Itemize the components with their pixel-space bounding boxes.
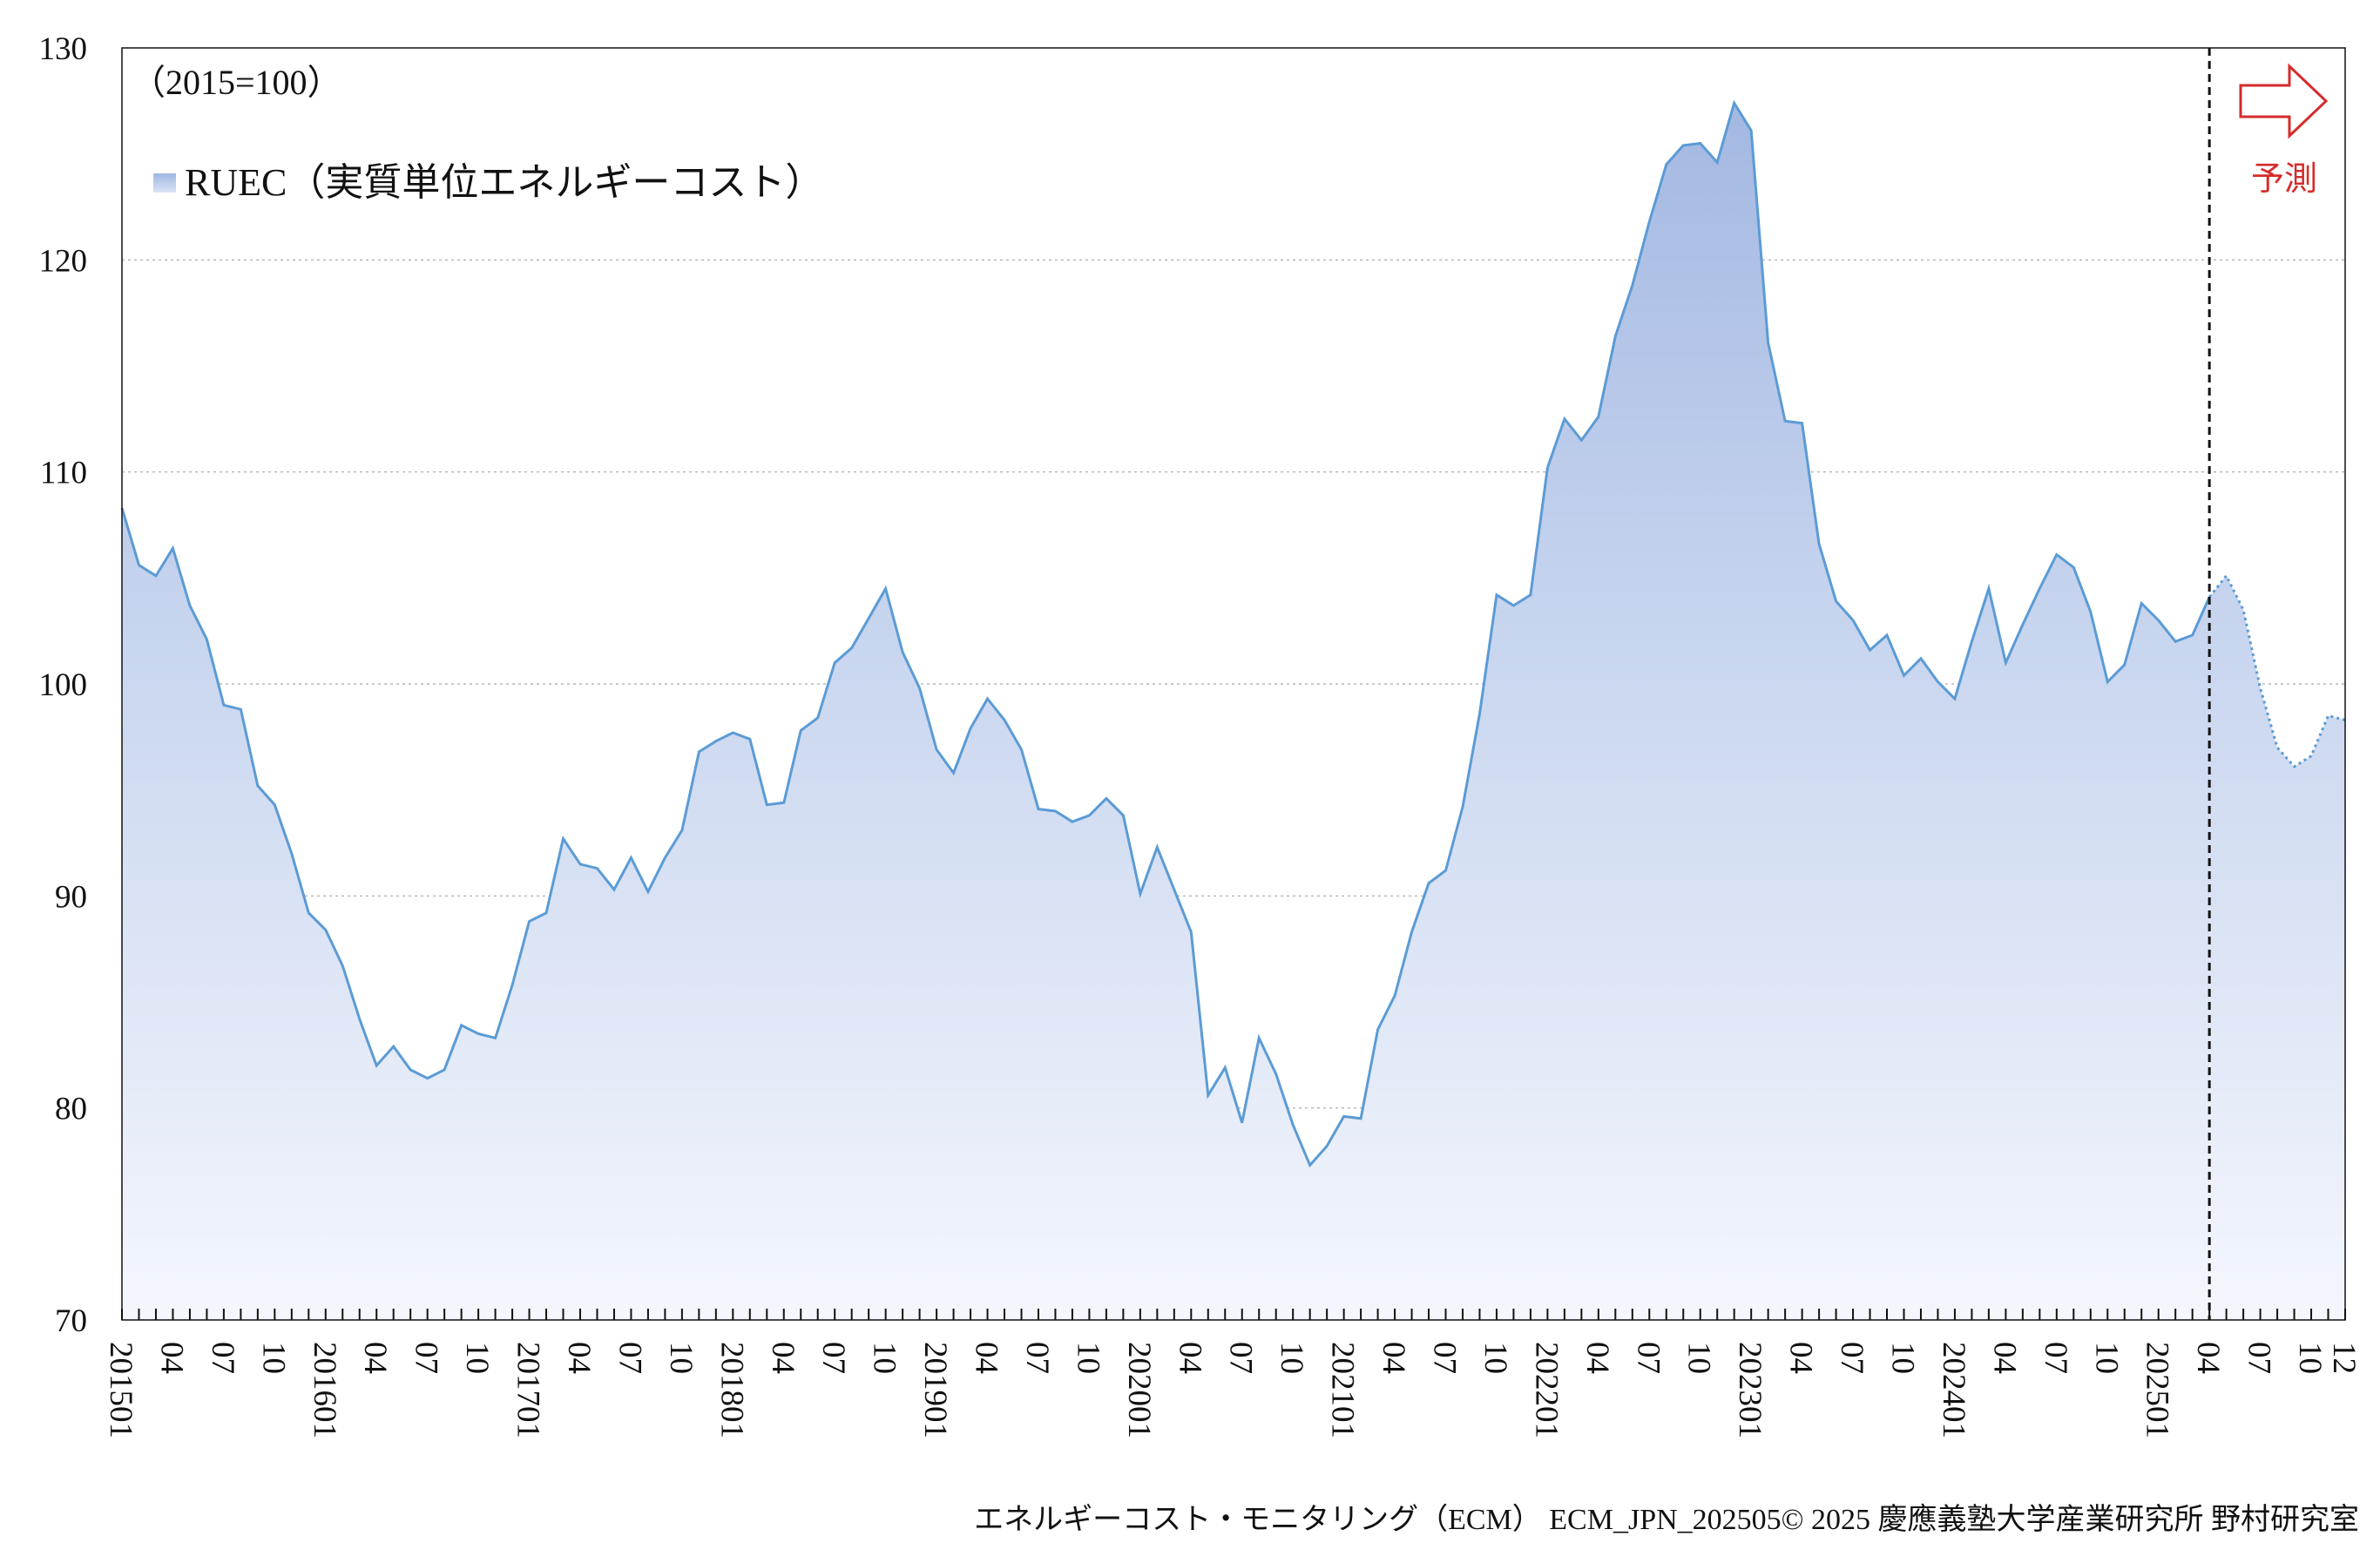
x-tick-label: 04 bbox=[1986, 1342, 2022, 1374]
plot-frame bbox=[121, 47, 2346, 1321]
y-axis-tick-labels: 70 80 90 100 110 120 130 bbox=[39, 31, 88, 1339]
y-tick-label-110: 110 bbox=[40, 456, 87, 491]
x-tick-label: 07 bbox=[815, 1342, 851, 1374]
legend-label: RUEC（実質単位エネルギーコスト） bbox=[185, 161, 823, 204]
x-tick-label: 07 bbox=[2038, 1342, 2073, 1374]
x-tick-label: 07 bbox=[1427, 1342, 1463, 1374]
y-tick-label-100: 100 bbox=[39, 667, 88, 703]
x-axis-ticks bbox=[121, 1309, 2346, 1320]
x-tick-label: 04 bbox=[1172, 1342, 1207, 1374]
x-tick-label: 10 bbox=[1274, 1342, 1309, 1374]
legend-swatch bbox=[153, 173, 176, 193]
x-tick-label: 202401 bbox=[1936, 1342, 1971, 1438]
x-tick-label: 202201 bbox=[1528, 1342, 1564, 1438]
x-tick-label: 04 bbox=[1376, 1342, 1411, 1374]
x-tick-label: 04 bbox=[561, 1342, 597, 1374]
x-tick-label: 10 bbox=[1884, 1342, 1920, 1374]
x-tick-label: 202501 bbox=[2140, 1342, 2175, 1438]
ruec-line-forecast bbox=[2208, 573, 2346, 768]
x-tick-label: 10 bbox=[255, 1342, 291, 1374]
x-tick-label: 202101 bbox=[1325, 1342, 1361, 1438]
legend: RUEC（実質単位エネルギーコスト） bbox=[153, 161, 823, 204]
x-tick-label: 07 bbox=[612, 1342, 647, 1374]
x-tick-label: 04 bbox=[357, 1342, 393, 1374]
ruec-area bbox=[122, 103, 2345, 1320]
x-tick-label: 201701 bbox=[510, 1342, 546, 1438]
x-tick-label: 07 bbox=[205, 1342, 240, 1374]
forecast-marker: 予測 bbox=[2239, 63, 2329, 198]
x-tick-label: 10 bbox=[1070, 1342, 1105, 1374]
x-tick-label: 10 bbox=[1477, 1342, 1513, 1374]
y-tick-label-90: 90 bbox=[55, 879, 87, 915]
x-tick-label: 10 bbox=[867, 1342, 903, 1374]
x-tick-label: 202301 bbox=[1732, 1342, 1768, 1438]
x-axis-tick-labels: 201501 04 07 10 201601 04 07 10 201701 04 07 10 2018… bbox=[103, 1342, 2362, 1438]
x-tick-label: 07 bbox=[1223, 1342, 1259, 1374]
x-tick-label: 04 bbox=[153, 1342, 189, 1374]
x-tick-label: 04 bbox=[2190, 1342, 2226, 1374]
x-tick-label: 07 bbox=[2241, 1342, 2277, 1374]
ruec-line-actual bbox=[120, 99, 2211, 1168]
x-tick-label: 10 bbox=[459, 1342, 495, 1374]
unit-note: （2015=100） bbox=[131, 63, 342, 102]
x-tick-label: 04 bbox=[1579, 1342, 1615, 1374]
x-tick-label: 07 bbox=[409, 1342, 444, 1374]
x-tick-label: 07 bbox=[1630, 1342, 1666, 1374]
x-tick-label: 10 bbox=[2088, 1342, 2124, 1374]
x-tick-label: 202001 bbox=[1121, 1342, 1157, 1438]
y-tick-label-70: 70 bbox=[55, 1303, 87, 1339]
x-tick-label: 04 bbox=[1783, 1342, 1819, 1374]
y-tick-label-130: 130 bbox=[39, 31, 88, 67]
x-tick-label: 201501 bbox=[103, 1342, 139, 1438]
footer-credit: エネルギーコスト・モニタリング（ECM） ECM_JPN_202505© 202… bbox=[974, 1504, 2359, 1536]
x-tick-label: 201601 bbox=[307, 1342, 342, 1438]
x-tick-label: 10 bbox=[663, 1342, 699, 1374]
x-tick-label: 10 bbox=[1681, 1342, 1717, 1374]
x-tick-label: 04 bbox=[765, 1342, 801, 1374]
y-tick-label-120: 120 bbox=[39, 243, 88, 279]
x-tick-label: 04 bbox=[969, 1342, 1004, 1374]
x-tick-label: 10 bbox=[2292, 1342, 2328, 1374]
x-tick-label: 07 bbox=[1834, 1342, 1870, 1374]
x-tick-label: 12 bbox=[2326, 1342, 2362, 1374]
x-tick-label: 201801 bbox=[713, 1342, 749, 1438]
x-tick-label: 201901 bbox=[917, 1342, 953, 1438]
y-tick-label-80: 80 bbox=[55, 1092, 87, 1127]
x-tick-label: 07 bbox=[1019, 1342, 1055, 1374]
forecast-arrow-icon bbox=[2239, 63, 2329, 139]
forecast-label: 予測 bbox=[2251, 161, 2317, 198]
